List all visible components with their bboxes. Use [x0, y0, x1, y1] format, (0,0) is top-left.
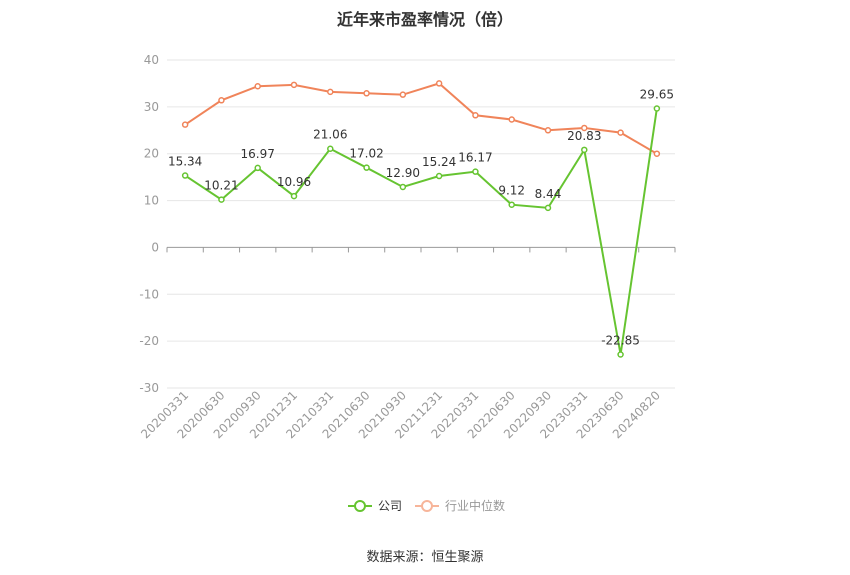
company-data-point	[254, 164, 261, 172]
data-label: 10.96	[277, 175, 311, 189]
company-data-point	[327, 145, 334, 152]
y-tick-label: -10	[139, 287, 159, 301]
data-label: 17.02	[349, 147, 383, 161]
industry-data-point	[653, 150, 661, 157]
legend-label-industry: 行业中位数	[445, 498, 505, 513]
source-note: 数据来源：恒生聚源	[366, 550, 484, 565]
legend-marker-industry	[421, 500, 433, 512]
y-tick-label: 20	[144, 147, 159, 161]
industry-series-line	[184, 82, 658, 155]
y-tick-label: 0	[151, 240, 159, 254]
legend-label-company: 公司	[378, 499, 402, 513]
company-data-point	[218, 196, 225, 203]
y-tick-label: -20	[139, 334, 159, 348]
industry-data-point	[544, 127, 552, 134]
data-label: 16.97	[241, 147, 275, 161]
company-data-point	[581, 146, 588, 154]
y-tick-label: -30	[139, 381, 159, 395]
industry-data-point	[435, 80, 443, 87]
chart-title: 近年来市盈率情况（倍）	[336, 10, 513, 29]
company-data-point	[544, 204, 552, 212]
legend-marker-company	[354, 500, 366, 512]
company-data-point	[508, 201, 515, 208]
industry-data-point	[399, 91, 407, 98]
industry-data-point	[508, 116, 515, 123]
data-label: 8.44	[535, 187, 562, 201]
data-label: 15.34	[168, 155, 202, 169]
company-data-point	[363, 164, 370, 171]
data-label: -22.85	[601, 333, 640, 347]
company-data-point	[617, 351, 624, 358]
data-label: 12.90	[386, 166, 420, 180]
industry-data-point	[472, 112, 479, 119]
data-label: 21.06	[313, 128, 347, 142]
industry-data-point	[327, 88, 334, 96]
y-tick-label: 40	[144, 53, 159, 67]
industry-data-point	[617, 129, 624, 136]
company-data-point	[472, 168, 479, 175]
data-label: 15.24	[422, 155, 456, 169]
y-tick-label: 30	[144, 100, 159, 114]
data-label: 20.83	[567, 129, 601, 143]
company-series-line	[184, 108, 658, 355]
industry-data-point	[581, 124, 588, 132]
company-data-point	[435, 172, 443, 180]
data-label: 29.65	[640, 87, 674, 101]
industry-data-point	[181, 121, 189, 128]
data-label: 9.12	[498, 184, 525, 198]
industry-data-point	[290, 81, 298, 89]
data-label: 16.17	[458, 151, 492, 165]
industry-data-point	[363, 90, 370, 97]
industry-data-point	[218, 97, 225, 104]
y-tick-label: 10	[144, 194, 159, 208]
company-data-point	[399, 183, 407, 191]
company-data-point	[290, 192, 298, 200]
company-data-point	[653, 105, 661, 112]
data-label: 10.21	[204, 179, 238, 193]
company-data-point	[181, 172, 189, 179]
industry-data-point	[254, 82, 261, 90]
